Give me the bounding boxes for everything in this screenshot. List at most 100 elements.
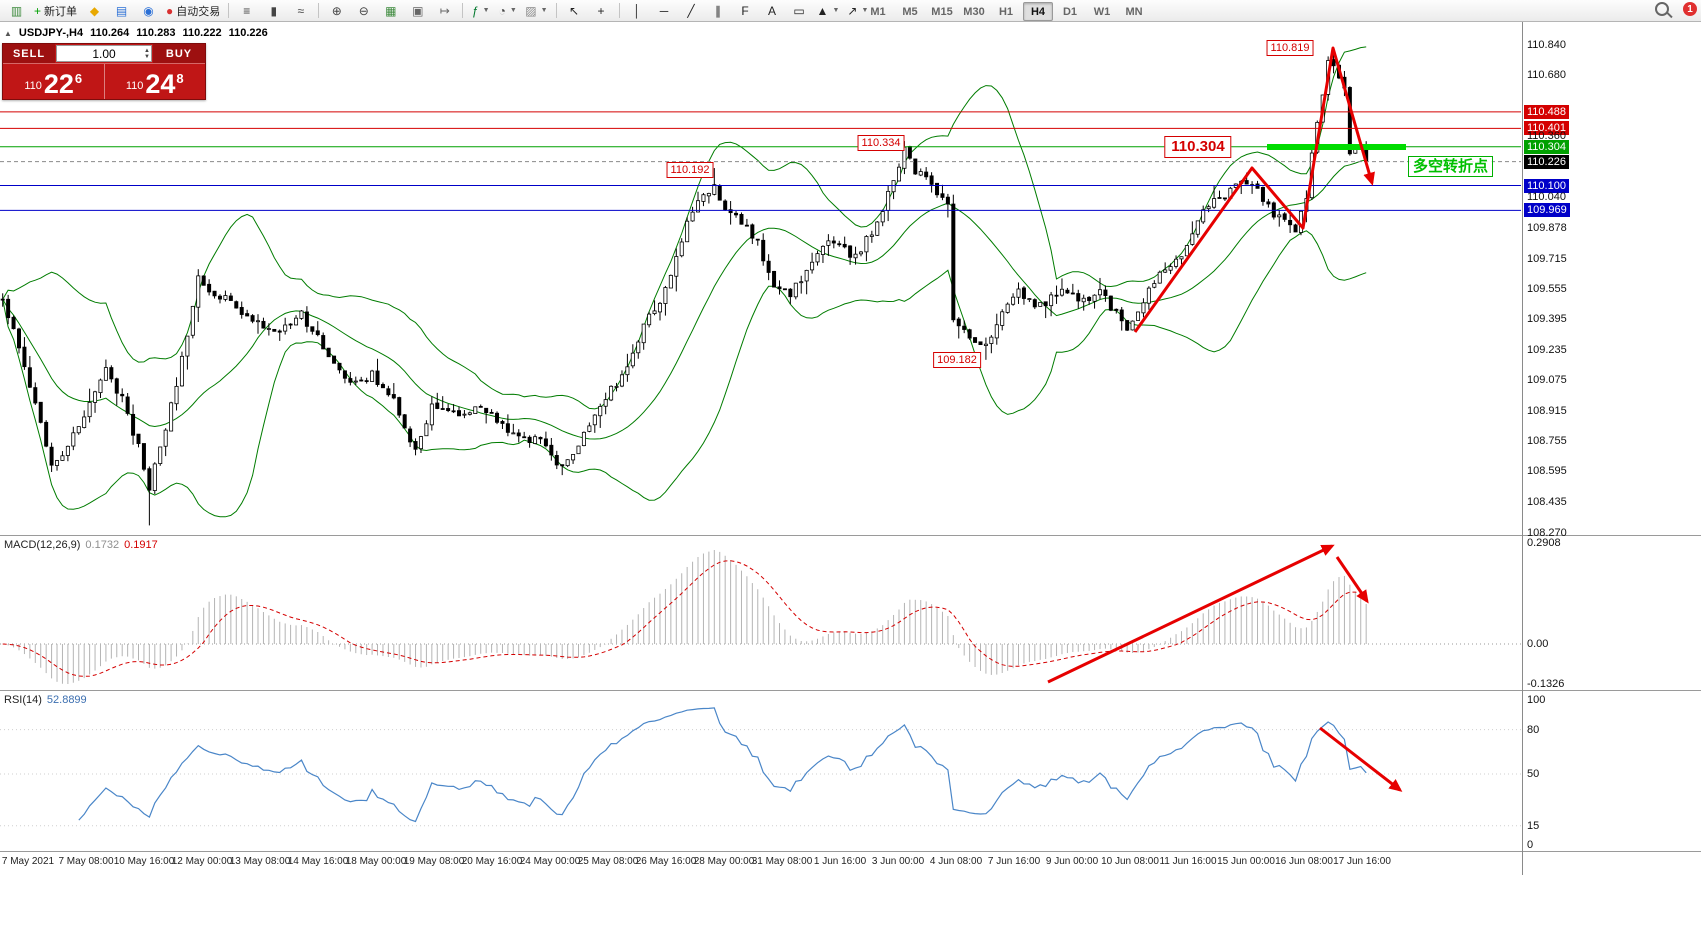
turning-point-note[interactable]: 多空转折点 — [1408, 156, 1494, 177]
zoom-in-icon[interactable]: ⊕ — [324, 1, 349, 21]
new-order-button[interactable]: + 新订单 — [31, 1, 80, 21]
dropdown-caret-icon: ▼ — [832, 7, 840, 14]
buy-price[interactable]: 110 24 8 — [105, 64, 206, 99]
time-axis-label: 4 Jun 08:00 — [929, 856, 983, 867]
sell-price[interactable]: 110 22 6 — [3, 64, 104, 99]
dropdown-caret-icon: ▼ — [540, 7, 548, 14]
fibonacci-icon[interactable]: F — [733, 1, 758, 21]
trade-panel-divider — [103, 64, 105, 99]
timeframe-button-d1[interactable]: D1 — [1062, 5, 1078, 18]
sell-button[interactable]: SELL — [3, 44, 55, 63]
chart-shift-icon[interactable]: ↦ — [432, 1, 457, 21]
price-axis-label: 110.680 — [1527, 69, 1566, 82]
main-toolbar: ▥ + 新订单 ◆ ▤ ◉ ● 自动交易 ≡ ▮ ≈ ⊕ ⊖ ▦ ▣ ↦ ƒ ▼ ◔ ▼ ▨ ▼ ↖ + │ ─ ╱ ∥ F A ▭ ▲ ▼ ↗ ▼ — [0, 0, 1701, 22]
timeframe-button-m30[interactable]: M30 — [963, 5, 985, 18]
time-axis-label: 19 May 08:00 — [403, 856, 465, 867]
line-chart-icon[interactable]: ≈ — [288, 1, 313, 21]
time-axis-label: 7 May 2021 — [1, 856, 55, 867]
trendline-icon[interactable]: ╱ — [679, 1, 704, 21]
crosshair-icon[interactable]: + — [589, 1, 614, 21]
time-axis-label: 16 Jun 08:00 — [1275, 856, 1333, 867]
one-click-trading-panel: SELL 1.00 ▲ ▼ BUY 110 22 6 110 24 8 — [2, 43, 206, 100]
price-axis-label: 110.840 — [1527, 39, 1566, 51]
rsi-axis-label: 50 — [1527, 768, 1540, 780]
templates-icon[interactable]: ▨ ▼ — [522, 1, 550, 21]
price-marker-label[interactable]: 110.819 — [1266, 40, 1314, 56]
volume-input[interactable]: 1.00 ▲ ▼ — [56, 45, 152, 62]
notification-badge[interactable]: 1 — [1683, 2, 1697, 16]
cursor-icon[interactable]: ↖ — [562, 1, 587, 21]
price-axis-label: 108.755 — [1527, 434, 1567, 447]
price-axis-badge: 110.488 — [1524, 104, 1569, 119]
time-axis[interactable]: 7 May 2021 7 May 08:00 10 May 16:00 12 May … — [0, 852, 1521, 875]
channel-icon[interactable]: ∥ — [706, 1, 731, 21]
market-icon[interactable]: ▤ — [109, 1, 134, 21]
indicators-icon: ƒ — [471, 3, 479, 18]
rsi-axis-label: 0 — [1527, 839, 1534, 851]
zoom-out-icon[interactable]: ⊖ — [351, 1, 376, 21]
horizontal-line-icon[interactable]: ─ — [652, 1, 677, 21]
timeframe-button-h4[interactable]: H4 — [1023, 2, 1053, 21]
price-marker-label[interactable]: 110.192 — [666, 162, 714, 178]
panel-separator[interactable] — [0, 851, 1701, 852]
timeframe-button-mn[interactable]: MN — [1125, 5, 1143, 18]
chart-window-icon[interactable]: ▥ — [4, 1, 29, 21]
arrows-icon[interactable]: ↗ ▼ — [844, 1, 871, 21]
dropdown-caret-icon: ▼ — [861, 7, 869, 14]
dropdown-caret-icon: ▼ — [509, 7, 517, 14]
timeframe-button-m1[interactable]: M1 — [870, 5, 886, 18]
tile-windows-icon[interactable]: ▦ — [378, 1, 403, 21]
timeframe-button-w1[interactable]: W1 — [1093, 5, 1111, 18]
toolbar-separator — [318, 3, 320, 18]
timeframe-button-m15[interactable]: M15 — [931, 5, 953, 18]
price-marker-label[interactable]: 109.182 — [933, 352, 981, 368]
macd-panel-canvas[interactable] — [0, 536, 1521, 690]
ohlc-high: 110.283 — [136, 27, 176, 39]
candlestick-chart-icon[interactable]: ▮ — [261, 1, 286, 21]
rsi-panel-canvas[interactable] — [0, 691, 1521, 851]
search-icon[interactable] — [1655, 2, 1669, 16]
auto-arrange-icon[interactable]: ▣ — [405, 1, 430, 21]
vertical-line-icon: │ — [633, 3, 641, 18]
ohlc-low: 110.222 — [182, 27, 222, 39]
price-axis-badge: 110.100 — [1524, 178, 1569, 193]
price-axis-label: 108.915 — [1527, 404, 1567, 417]
indicators-icon[interactable]: ƒ ▼ — [468, 1, 493, 21]
price-axis-label: 109.555 — [1527, 283, 1567, 295]
candlestick-series — [0, 47, 1369, 526]
time-axis-label: 1 Jun 16:00 — [813, 856, 867, 867]
price-marker-label[interactable]: 110.334 — [857, 135, 905, 151]
bar-chart-icon[interactable]: ≡ — [234, 1, 259, 21]
vertical-line-icon[interactable]: │ — [625, 1, 650, 21]
shapes-icon[interactable]: ▲ ▼ — [814, 1, 843, 21]
buy-button[interactable]: BUY — [153, 44, 205, 63]
price-marker-label[interactable]: 110.304 — [1164, 136, 1232, 158]
volume-value: 1.00 — [92, 46, 116, 61]
price-axis-label: 109.715 — [1527, 252, 1567, 265]
autotrading-button[interactable]: ● 自动交易 — [163, 1, 223, 21]
time-axis-label: 11 Jun 16:00 — [1159, 856, 1217, 867]
periods-icon[interactable]: ◔ ▼ — [495, 1, 520, 21]
text-icon[interactable]: A — [760, 1, 785, 21]
price-chart-canvas[interactable] — [0, 22, 1521, 535]
mql5-community-icon[interactable]: ◆ — [82, 1, 107, 21]
macd-value-2: 0.1917 — [124, 539, 158, 551]
panel-separator[interactable] — [0, 690, 1701, 691]
timeframe-button-m5[interactable]: M5 — [902, 5, 918, 18]
support-zone-line[interactable] — [1267, 144, 1406, 150]
time-axis-label: 26 May 16:00 — [635, 856, 697, 867]
time-axis-label: 17 Jun 16:00 — [1333, 856, 1391, 867]
spin-up-icon[interactable]: ▲ — [144, 47, 150, 54]
toolbar-separator — [555, 3, 557, 18]
signals-icon[interactable]: ◉ — [136, 1, 161, 21]
price-axis-label: 109.235 — [1527, 343, 1567, 356]
panel-separator[interactable] — [0, 535, 1701, 536]
price-axis[interactable]: 110.840 110.680 110.488 110.401 110.360 110.3… — [1523, 0, 1701, 942]
time-axis-label: 7 Jun 16:00 — [987, 856, 1041, 867]
timeframe-button-h1[interactable]: H1 — [998, 5, 1014, 18]
spin-down-icon[interactable]: ▼ — [144, 53, 150, 60]
macd-histogram — [7, 550, 1367, 684]
one-click-toggle-icon[interactable]: ▲ — [4, 28, 12, 38]
label-icon[interactable]: ▭ — [787, 1, 812, 21]
volume-spinner[interactable]: ▲ ▼ — [144, 46, 150, 61]
